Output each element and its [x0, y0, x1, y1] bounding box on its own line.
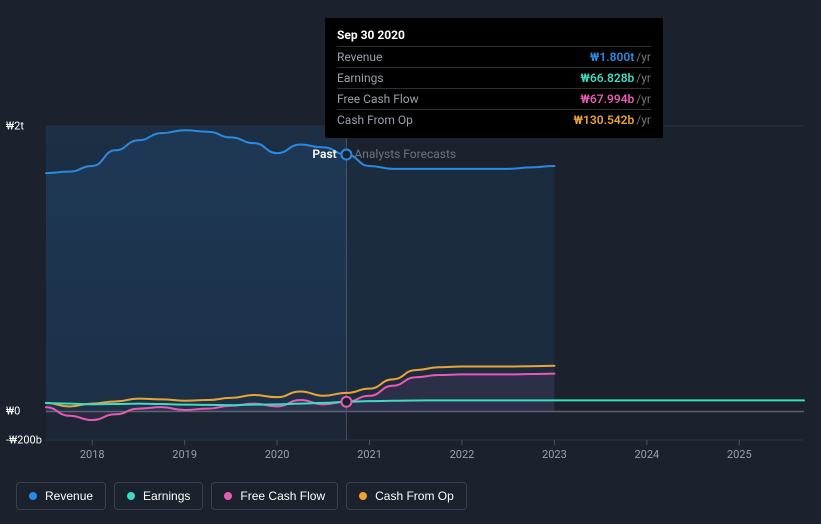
x-axis-label: 2021: [357, 448, 382, 461]
chart-tooltip: Sep 30 2020 Revenue ₩1.800t/yr Earnings ₩66…: [325, 18, 663, 138]
y-axis-label: ₩0: [6, 405, 20, 418]
legend-label: Cash From Op: [375, 489, 454, 503]
legend-label: Revenue: [45, 489, 93, 503]
x-axis-label: 2025: [727, 448, 752, 461]
tooltip-metric-label: Free Cash Flow: [337, 90, 419, 108]
x-axis-label: 2018: [80, 448, 105, 461]
tooltip-metric-value: ₩1.800t/yr: [590, 48, 651, 66]
x-axis-label: 2020: [265, 448, 290, 461]
legend-dot: [29, 492, 37, 500]
legend: Revenue Earnings Free Cash Flow Cash From O…: [16, 482, 467, 510]
tooltip-metric-label: Cash From Op: [337, 111, 413, 129]
tooltip-date: Sep 30 2020: [337, 26, 651, 44]
tooltip-metric-label: Earnings: [337, 69, 384, 87]
tooltip-row: Revenue ₩1.800t/yr: [337, 46, 651, 67]
x-axis-label: 2019: [172, 448, 197, 461]
legend-label: Free Cash Flow: [240, 489, 325, 503]
legend-item-revenue[interactable]: Revenue: [16, 482, 106, 510]
tooltip-row: Free Cash Flow ₩67.994b/yr: [337, 88, 651, 109]
x-axis-label: 2023: [542, 448, 567, 461]
tooltip-row: Cash From Op ₩130.542b/yr: [337, 109, 651, 130]
legend-item-cash-from-op[interactable]: Cash From Op: [346, 482, 467, 510]
tooltip-metric-value: ₩130.542b/yr: [573, 111, 651, 129]
legend-item-free-cash-flow[interactable]: Free Cash Flow: [211, 482, 338, 510]
forecast-label: Analysts Forecasts: [354, 147, 456, 161]
tooltip-metric-label: Revenue: [337, 48, 382, 66]
past-label: Past: [312, 147, 336, 161]
tooltip-metric-value: ₩66.828b/yr: [580, 69, 651, 87]
tooltip-row: Earnings ₩66.828b/yr: [337, 67, 651, 88]
legend-label: Earnings: [143, 489, 190, 503]
legend-dot: [359, 492, 367, 500]
legend-dot: [127, 492, 135, 500]
y-axis-label: -₩200b: [6, 434, 42, 447]
y-axis-label: ₩2t: [6, 120, 24, 133]
tooltip-metric-value: ₩67.994b/yr: [580, 90, 651, 108]
x-axis-label: 2022: [450, 448, 475, 461]
legend-dot: [224, 492, 232, 500]
x-axis-label: 2024: [634, 448, 659, 461]
legend-item-earnings[interactable]: Earnings: [114, 482, 203, 510]
